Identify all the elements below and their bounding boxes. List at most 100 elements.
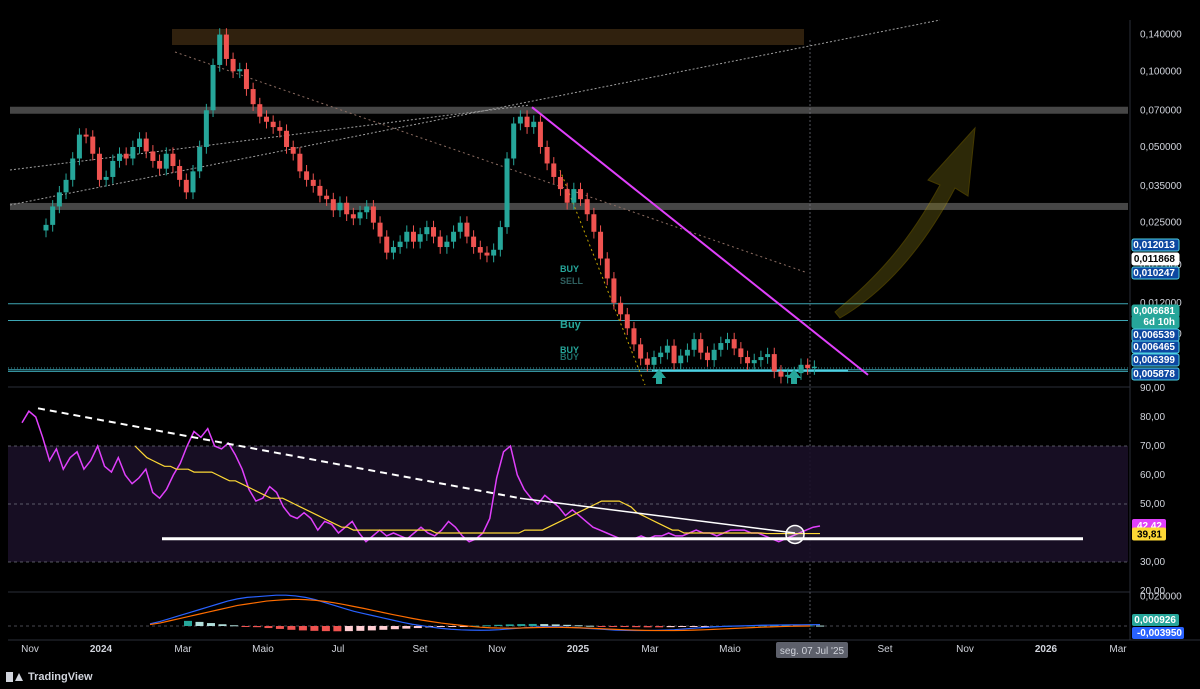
resistance-zone xyxy=(10,202,1128,210)
time-axis-tick: Nov xyxy=(21,644,39,655)
signal-annotation: Buy xyxy=(560,319,582,331)
time-cursor-label xyxy=(776,642,848,658)
macd-histogram-bar xyxy=(678,626,687,627)
macd-histogram-bar xyxy=(609,626,618,627)
candle xyxy=(551,163,557,177)
macd-histogram-bar xyxy=(287,626,296,630)
candle xyxy=(537,121,543,147)
candle xyxy=(63,179,69,193)
channel-upper xyxy=(9,19,941,206)
candle xyxy=(471,236,477,248)
macd-histogram-bar xyxy=(356,626,365,631)
macd-histogram-bar xyxy=(448,626,457,627)
candle xyxy=(143,138,149,152)
buy-arrow-icon xyxy=(787,369,801,384)
candle xyxy=(137,138,143,147)
candle xyxy=(210,64,216,111)
time-axis-tick: Mar xyxy=(641,644,659,655)
macd-histogram-bar xyxy=(747,625,756,627)
signal-price-label-text: -0,003950 xyxy=(1137,628,1182,639)
rsi-legend[interactable]: RSI (14, close) 42,42 39,81 ø ø xyxy=(14,393,169,404)
rsi-axis-tick: 80,00 xyxy=(1140,412,1165,423)
signal-annotation: BUY xyxy=(560,264,579,274)
price-label-text: 0,010247 xyxy=(1133,268,1175,279)
macd-legend[interactable]: MACD (12, 26, close) 0,000926 -0,003950 … xyxy=(14,596,262,607)
macd-histogram-bar xyxy=(390,626,399,630)
rsi-ma-price-label-text: 39,81 xyxy=(1137,530,1162,541)
candle xyxy=(811,366,817,369)
macd-histogram-bar xyxy=(252,626,261,628)
chart-header: Flash_PT criado com TradingView.com, Jul… xyxy=(6,5,332,17)
rsi-trendline-dashed xyxy=(37,407,521,500)
candle xyxy=(805,364,811,369)
candle xyxy=(263,116,269,122)
macd-histogram-bar xyxy=(574,625,583,627)
candle xyxy=(297,153,303,172)
candle xyxy=(364,206,370,213)
close-value: 0,006681 xyxy=(362,28,405,39)
candle xyxy=(317,185,323,196)
rsi-line xyxy=(21,410,821,543)
candle xyxy=(644,358,650,365)
candle xyxy=(243,69,249,90)
macd-histogram-bar xyxy=(459,626,468,627)
candle xyxy=(504,158,510,228)
candle xyxy=(330,199,336,211)
macd-histogram-bar xyxy=(597,626,606,627)
candle xyxy=(698,339,704,353)
macd-histogram-bar xyxy=(655,626,664,628)
candle xyxy=(310,179,316,186)
dotted-diagonal xyxy=(559,169,646,386)
macd-histogram-bar xyxy=(643,626,652,628)
candle xyxy=(731,339,737,349)
macd-histogram-bar xyxy=(735,625,744,627)
price-label-text: 6d 10h xyxy=(1143,317,1175,328)
candle xyxy=(83,134,89,137)
candle xyxy=(484,252,490,256)
macd-histogram-bar xyxy=(275,626,284,629)
price-label-text: 0,006681 xyxy=(1133,306,1175,317)
candle xyxy=(524,116,530,128)
candle xyxy=(290,146,296,154)
macd-value: 0,000926 xyxy=(115,596,158,607)
rsi-price-label-text: 42,42 xyxy=(1137,521,1162,532)
macd-histogram-bar xyxy=(758,625,767,627)
rsi-axis-tick: 20,00 xyxy=(1140,586,1165,597)
candle xyxy=(785,374,791,377)
macd-histogram-bar xyxy=(563,624,572,626)
candle xyxy=(170,153,176,167)
fib-label: 1,272 (0,202365) xyxy=(154,17,231,28)
currency-button[interactable]: USDT xyxy=(1133,24,1181,44)
candle xyxy=(277,127,283,131)
price-axis-tick: 0,009000 xyxy=(1140,329,1182,340)
candle xyxy=(738,348,744,358)
candle xyxy=(390,247,396,253)
price-axis-tick: 0,100000 xyxy=(1140,66,1182,77)
candle xyxy=(110,160,116,177)
price-label xyxy=(1131,315,1180,329)
macd-histogram-bar xyxy=(770,625,779,627)
candle xyxy=(404,231,410,242)
candle xyxy=(116,153,122,161)
price-label xyxy=(1131,304,1180,318)
main-legend[interactable]: ARC / USDT · 1S · MEXC Abr 0,006443 Máx. 0… xyxy=(14,28,504,39)
candle xyxy=(203,110,209,147)
macd-histogram-bar xyxy=(298,626,307,631)
macd-histogram-bar xyxy=(264,626,273,629)
macd-histogram-bar xyxy=(413,626,422,629)
macd-histogram-bar xyxy=(425,626,434,628)
candle xyxy=(725,339,731,344)
candle xyxy=(664,345,670,353)
candle xyxy=(651,357,657,365)
candle xyxy=(631,328,637,345)
time-axis-tick: Mar xyxy=(1109,644,1127,655)
price-label xyxy=(1131,328,1180,342)
candle xyxy=(304,171,310,180)
resistance-zone xyxy=(10,106,1128,114)
candle xyxy=(217,34,223,65)
candle xyxy=(444,241,450,248)
price-axis-tick: 0,017000 xyxy=(1140,260,1182,271)
candle xyxy=(557,176,563,190)
symbol-label[interactable]: ARC / USDT · 1S · MEXC xyxy=(14,28,130,39)
